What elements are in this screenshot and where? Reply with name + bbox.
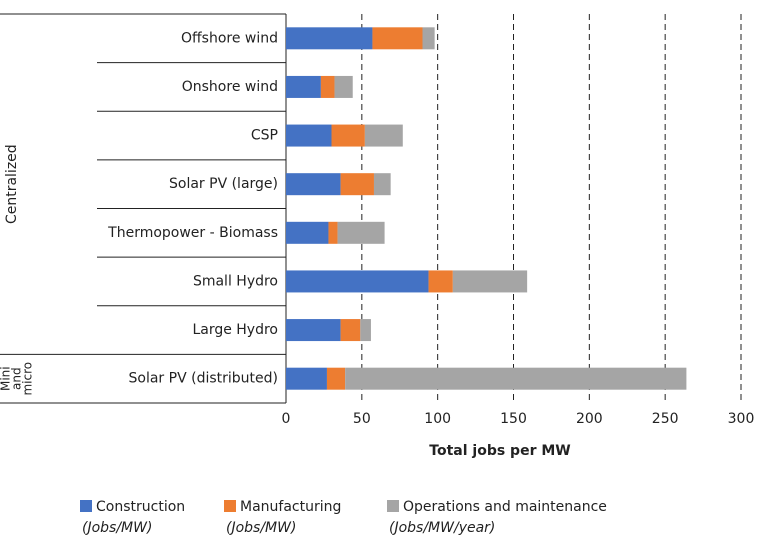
y-tick-label: Onshore wind [182, 79, 278, 95]
y-tick-label: Solar PV (distributed) [129, 371, 278, 387]
bar-segment [372, 27, 423, 50]
bar-segment [364, 124, 403, 147]
y-tick-label: Thermopower - Biomass [107, 225, 278, 241]
group-label: Centralized [4, 144, 20, 224]
bar-segment [373, 173, 391, 196]
bar-segment [334, 75, 353, 98]
bar-segment [345, 367, 687, 390]
bar-segment [360, 319, 371, 342]
x-tick-label: 100 [424, 411, 451, 427]
group-label: Mini [0, 366, 13, 391]
bar-segment [286, 75, 321, 98]
bar-segment [337, 221, 385, 244]
bar-segment [328, 221, 338, 244]
bar-segment [340, 173, 374, 196]
bar-segment [286, 270, 429, 293]
bar-segment [428, 270, 453, 293]
x-tick-label: 150 [500, 411, 527, 427]
bar-segment [326, 367, 346, 390]
bar-segment [286, 27, 373, 50]
bar-segment [286, 221, 329, 244]
bar-segment [286, 124, 332, 147]
legend-label: Construction [96, 499, 185, 515]
y-tick-label: Small Hydro [193, 273, 278, 289]
legend-label: Operations and maintenance [403, 499, 607, 515]
x-tick-label: 200 [576, 411, 603, 427]
legend-swatch [224, 500, 236, 512]
x-tick-label: 300 [728, 411, 755, 427]
y-tick-label: CSP [251, 128, 278, 144]
bar-segment [320, 75, 335, 98]
x-tick-label: 250 [652, 411, 679, 427]
y-tick-label: Offshore wind [181, 30, 278, 46]
group-label: and [10, 367, 24, 390]
x-tick-label: 50 [353, 411, 371, 427]
legend-unit: (Jobs/MW/year) [389, 520, 495, 536]
y-tick-label: Large Hydro [192, 322, 278, 338]
legend-label: Manufacturing [240, 499, 341, 515]
y-tick-label: Solar PV (large) [169, 176, 278, 192]
legend-unit: (Jobs/MW) [82, 520, 152, 536]
bar-segment [286, 319, 341, 342]
x-axis-title: Total jobs per MW [429, 443, 570, 459]
bar-segment [340, 319, 361, 342]
bar-segment [331, 124, 365, 147]
legend-swatch [80, 500, 92, 512]
bar-segment [286, 173, 341, 196]
bar-segment [286, 367, 327, 390]
group-label: micro [21, 362, 35, 396]
x-tick-label: 0 [282, 411, 291, 427]
legend-unit: (Jobs/MW) [226, 520, 296, 536]
legend-swatch [387, 500, 399, 512]
bar-segment [452, 270, 528, 293]
bar-segment [422, 27, 435, 50]
